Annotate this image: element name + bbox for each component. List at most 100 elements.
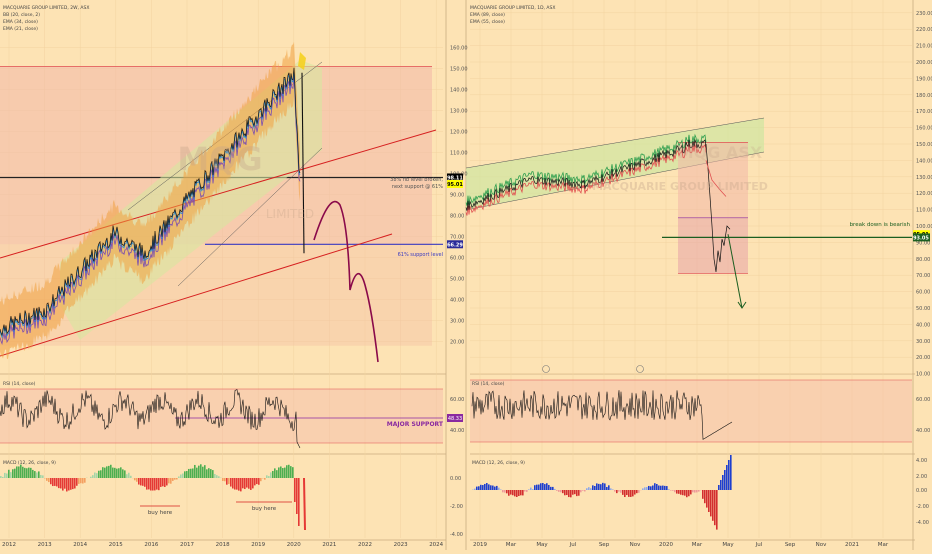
left-macd-bar [4,473,6,478]
right-macd-bar [574,490,576,494]
right-macd-bar [696,490,698,492]
right-macd-bar [604,483,606,490]
left-macd-bar [298,478,300,526]
left-price-tick: 130.00 [450,109,468,115]
left-macd-bar [24,468,26,478]
right-macd-bar [580,490,582,492]
right-macd-bar [536,485,538,490]
left-macd-bar [288,465,290,478]
left-macd-bar [218,476,220,478]
right-macd-bar [644,487,646,490]
left-macd-bar [244,478,246,489]
left-macd-bar [16,466,18,478]
right-macd-bar [698,490,700,492]
right-macd-bar [556,490,558,491]
left-macd-bar [196,468,198,478]
right-macd-bar [518,490,520,496]
left-macd-bar [146,478,148,490]
left-macd-bar [126,474,128,478]
left-macd-bar [96,473,98,478]
right-macd-bar [588,487,590,490]
right-price-tick: 120.00 [916,191,932,197]
right-macd-title: MACD (12, 26, close, 9) [472,460,525,466]
left-macd-tick: 0.00 [450,476,461,482]
left-macd-bar [282,468,284,478]
left-header-line: MACQUARIE GROUP LIMITED, 2W, ASX [3,5,89,11]
right-price-tick: 170.00 [916,109,932,115]
right-macd-bar [682,490,684,495]
right-macd-bar [532,489,534,490]
right-macd-bar [564,490,566,495]
left-price-tick: 40.00 [450,298,464,304]
right-price-tick: 70.00 [916,273,930,279]
left-time-tick: 2014 [73,542,87,548]
left-macd-tick: -2.00 [450,504,463,510]
right-macd-bar [692,490,694,492]
left-macd-bar [64,478,66,489]
left-macd-bar [264,478,266,480]
left-header-line: EMA (21, close) [3,26,38,32]
left-macd-bar [110,465,112,478]
right-macd-bar [486,483,488,490]
right-macd-bar [490,485,492,490]
left-macd-bar [152,478,154,491]
left-macd-bar [62,478,64,491]
left-macd-bar [192,468,194,478]
right-macd-bar [520,490,522,495]
left-time-tick: 2015 [109,542,123,548]
right-macd-bar [614,490,616,492]
right-time-tick: May [722,542,734,548]
right-time-tick: Sep [599,542,610,548]
right-macd-tick: -4.00 [916,520,929,526]
left-macd-bar [292,467,294,478]
right-macd-bar [714,490,716,525]
right-time-tick: Nov [630,542,641,548]
left-macd-bar [162,478,164,486]
left-macd-bar [286,465,288,478]
right-header-line: EMA (89, close) [470,12,505,18]
right-macd-bar [552,487,554,490]
left-macd-bar [194,465,196,478]
left-macd-bar [200,464,202,478]
right-price-tick: 10.00 [916,372,930,378]
right-macd-tick: 0.00 [916,488,927,494]
right-price-tick: 230.00 [916,11,932,17]
left-macd-bar [202,467,204,478]
right-macd-bar [484,484,486,490]
left-macd-bar [10,472,12,478]
left-macd-bar [174,478,176,480]
left-price-tick: 20.00 [450,340,464,346]
left-price-tag: 95.01 [447,182,463,188]
right-macd-bar [608,485,610,490]
right-macd-bar [716,490,718,530]
left-macd-bar [18,466,20,478]
left-time-tick: 2020 [287,542,301,548]
left-macd-bar [224,478,226,481]
right-price-tick: 130.00 [916,175,932,181]
right-macd-bar [656,484,658,490]
right-watermark: MACQUARIE GROUP LIMITED [592,180,768,193]
right-macd-bar [544,484,546,490]
left-rsi-title: RSI (14, close) [3,381,36,387]
right-macd-bar [572,490,574,495]
left-macd-bar [74,478,76,488]
left-macd-bar [90,477,92,478]
right-macd-bar [702,490,704,499]
right-macd-bar [636,490,638,493]
left-macd-bar [204,465,206,478]
right-macd-bar [686,490,688,497]
left-macd-bar [164,478,166,487]
left-macd-bar [270,472,272,478]
left-macd-bar [20,465,22,478]
left-time-tick: 2023 [394,542,408,548]
right-macd-bar [678,490,680,494]
right-macd-bar [664,486,666,490]
right-macd-bar [586,488,588,490]
left-price-tick: 60.00 [450,256,464,262]
right-macd-bar [576,490,578,496]
left-macd-bar [70,478,72,490]
right-macd-bar [710,490,712,516]
right-macd-bar [550,487,552,490]
left-macd-bar [236,478,238,490]
left-rsi-support-label: MAJOR SUPPORT [387,421,444,428]
